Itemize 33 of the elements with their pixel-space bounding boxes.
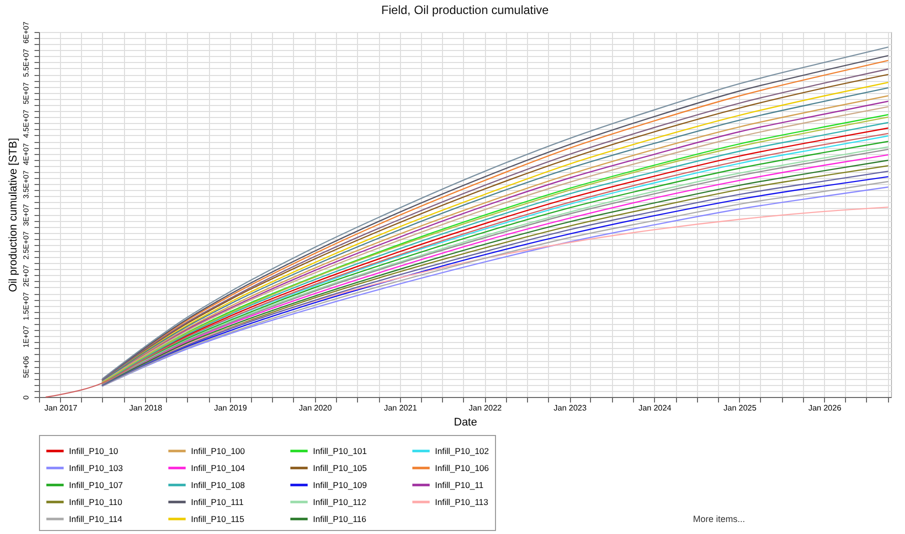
y-axis-title: Oil production cumulative [STB] <box>8 138 20 292</box>
x-tick-label: Jan 2018 <box>129 404 163 412</box>
x-tick-label: Jan 2022 <box>468 404 502 412</box>
x-axis-title: Date <box>454 416 478 428</box>
x-tick-label: Jan 2026 <box>808 404 842 412</box>
legend-label: Infill_P10_104 <box>191 463 246 473</box>
legend-label: Infill_P10_103 <box>69 463 124 473</box>
x-tick-label: Jan 2024 <box>638 404 672 412</box>
legend-label: Infill_P10_101 <box>313 446 368 456</box>
x-tick-label: Jan 2021 <box>384 404 418 412</box>
legend-label: Infill_P10_107 <box>69 480 124 490</box>
legend-label: Infill_P10_116 <box>313 514 367 524</box>
legend-label: Infill_P10_111 <box>191 497 244 507</box>
legend-label: Infill_P10_112 <box>313 497 367 507</box>
x-tick-label: Jan 2020 <box>298 404 332 412</box>
legend-label: Infill_P10_11 <box>435 480 484 490</box>
x-tick-label: Jan 2025 <box>724 404 757 412</box>
legend-label: Infill_P10_106 <box>435 463 490 473</box>
legend-label: Infill_P10_114 <box>69 514 123 524</box>
chart-title: Field, Oil production cumulative <box>381 3 550 18</box>
text: More items... <box>692 514 745 524</box>
legend-label: Infill_P10_108 <box>191 480 246 490</box>
legend-label: Infill_P10_113 <box>435 497 489 507</box>
legend-label: Infill_P10_102 <box>435 446 490 456</box>
legend-label: Infill_P10_109 <box>313 480 368 490</box>
legend-label: Infill_P10_10 <box>69 446 118 456</box>
legend-label: Infill_P10_115 <box>191 514 245 524</box>
x-tick-label: Jan 2023 <box>554 404 588 412</box>
legend-label: Infill_P10_110 <box>69 497 123 507</box>
legend-label: Infill_P10_100 <box>191 446 246 456</box>
x-tick-label: Jan 2019 <box>214 404 248 412</box>
x-tick-label: Jan 2017 <box>44 404 78 412</box>
legend-label: Infill_P10_105 <box>313 463 368 473</box>
